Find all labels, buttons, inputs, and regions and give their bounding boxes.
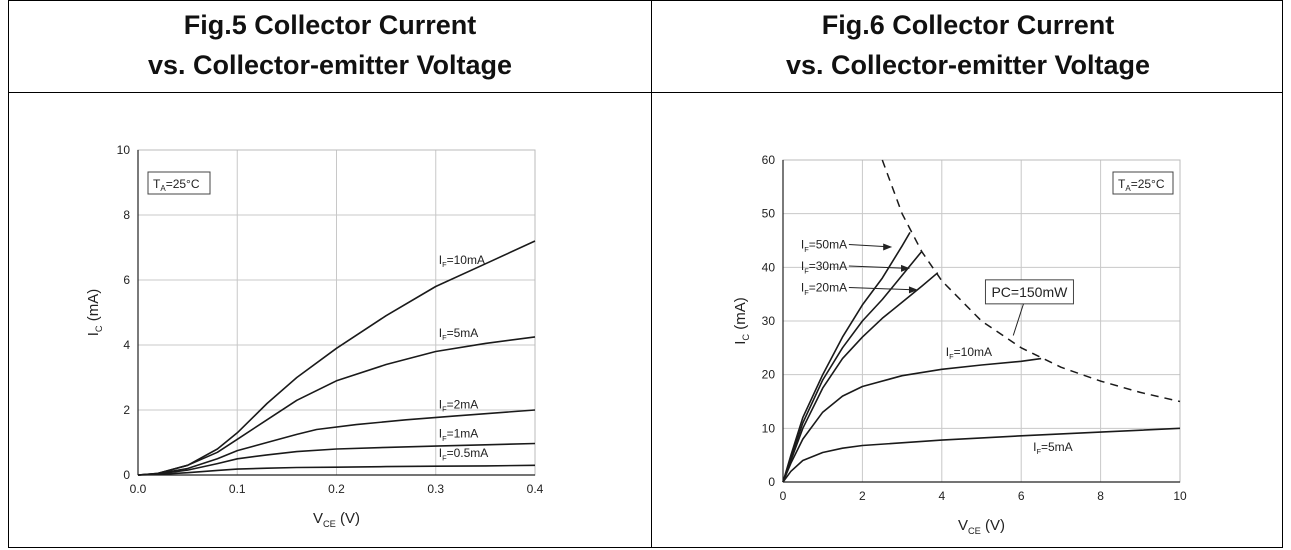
y-tick-label: 0 xyxy=(768,475,775,489)
x-tick-label: 10 xyxy=(1173,489,1187,503)
annotation-box: TA=25°C xyxy=(147,171,211,195)
series-line xyxy=(137,442,536,476)
series-line xyxy=(881,159,1181,403)
x-tick-label: 8 xyxy=(1097,489,1104,503)
fig6-title-line2: vs. Collector-emitter Voltage xyxy=(785,50,1151,80)
y-tick-label: 0 xyxy=(123,468,130,482)
y-tick-label: 2 xyxy=(123,403,130,417)
y-tick-label: 50 xyxy=(762,207,776,221)
fig6-title-line1: Fig.6 Collector Current xyxy=(821,10,1115,40)
y-axis-label: IC (mA) xyxy=(732,297,751,345)
fig6-chart: 0 2 4 6 8 10 0 10 20 30 40 50 60 VCE (V) IC (mA) TA=25… xyxy=(732,153,1187,536)
x-axis-label: VCE (V) xyxy=(313,510,360,529)
y-tick-label: 4 xyxy=(123,338,130,352)
fig6-title: Fig.6 Collector Current vs. Collector-em… xyxy=(652,5,1284,85)
series-line xyxy=(782,427,1181,483)
fig6-labels: TA=25°C IF=50mA IF=30mA IF=20mA IF=10mA IF=5m… xyxy=(801,171,1174,456)
fig5-title: Fig.5 Collector Current vs. Collector-em… xyxy=(9,5,651,85)
series-line xyxy=(137,409,536,476)
series-line xyxy=(782,231,911,483)
series-line xyxy=(782,357,1042,483)
series-label-box: PC=150mW xyxy=(984,279,1074,336)
series-label-frame xyxy=(984,279,1074,305)
figure-table: Fig.5 Collector Current vs. Collector-em… xyxy=(8,0,1283,548)
y-axis-label: IC (mA) xyxy=(85,289,104,337)
y-tick-label: 10 xyxy=(117,143,131,157)
fig6-ticks: 0 2 4 6 8 10 0 10 20 30 40 50 60 VCE (V) IC (mA) xyxy=(732,153,1187,536)
x-tick-label: 2 xyxy=(859,489,866,503)
x-tick-label: 4 xyxy=(938,489,945,503)
x-axis-label: VCE (V) xyxy=(958,517,1005,536)
annotation-frame xyxy=(1112,171,1174,195)
x-tick-label: 0.2 xyxy=(328,482,345,496)
annotation-text: TA=25°C xyxy=(1118,177,1165,193)
fig5-ticks: 0.0 0.1 0.2 0.3 0.4 0 2 4 6 8 10 VCE (V) IC (mA) xyxy=(85,143,544,529)
x-tick-label: 0.4 xyxy=(527,482,544,496)
series-label: IF=50mA xyxy=(801,238,847,254)
series-line xyxy=(782,250,923,483)
y-tick-label: 60 xyxy=(762,153,776,167)
fig5-chart: 0.0 0.1 0.2 0.3 0.4 0 2 4 6 8 10 VCE (V) IC (mA) TA=… xyxy=(85,143,544,529)
series-line xyxy=(782,272,939,483)
fig5-series xyxy=(137,240,536,476)
series-line xyxy=(137,464,536,476)
header-divider xyxy=(9,92,1282,93)
x-tick-label: 0.3 xyxy=(427,482,444,496)
series-label: IF=10mA xyxy=(946,345,992,361)
fig5-grid xyxy=(137,149,536,476)
series-line xyxy=(137,336,536,476)
series-label-arrow xyxy=(848,286,916,291)
series-label: IF=10mA xyxy=(439,253,485,269)
series-label: PC=150mW xyxy=(991,284,1068,300)
series-label: IF=1mA xyxy=(439,427,479,443)
annotation-box: TA=25°C xyxy=(1112,171,1174,195)
y-tick-label: 6 xyxy=(123,273,130,287)
series-label-leader xyxy=(1012,303,1024,336)
series-label-arrow xyxy=(848,265,909,269)
arrow-head xyxy=(883,243,893,251)
series-label: IF=2mA xyxy=(439,397,479,413)
annotation-text: TA=25°C xyxy=(153,177,200,193)
fig5-title-line1: Fig.5 Collector Current xyxy=(183,10,477,40)
fig6-grid xyxy=(782,159,1181,483)
y-tick-label: 40 xyxy=(762,260,776,274)
fig5-title-line2: vs. Collector-emitter Voltage xyxy=(147,50,513,80)
y-tick-label: 10 xyxy=(762,421,776,435)
fig6-series xyxy=(782,159,1181,483)
series-label: IF=20mA xyxy=(801,280,847,296)
annotation-frame xyxy=(147,171,211,195)
x-tick-label: 0 xyxy=(780,489,787,503)
arrow-head xyxy=(908,286,918,294)
fig5-labels: TA=25°C IF=10mA IF=5mA IF=2mA IF=1mA IF=0.5mA xyxy=(147,171,489,462)
series-label: IF=5mA xyxy=(439,326,479,342)
column-divider xyxy=(651,1,652,547)
x-tick-label: 0.0 xyxy=(130,482,147,496)
y-tick-label: 30 xyxy=(762,314,776,328)
series-label: IF=0.5mA xyxy=(439,446,489,462)
y-tick-label: 8 xyxy=(123,208,130,222)
series-label: IF=30mA xyxy=(801,259,847,275)
x-tick-label: 6 xyxy=(1018,489,1025,503)
y-tick-label: 20 xyxy=(762,368,776,382)
arrow-head xyxy=(901,264,911,272)
series-label: IF=5mA xyxy=(1033,440,1073,456)
x-tick-label: 0.1 xyxy=(229,482,246,496)
